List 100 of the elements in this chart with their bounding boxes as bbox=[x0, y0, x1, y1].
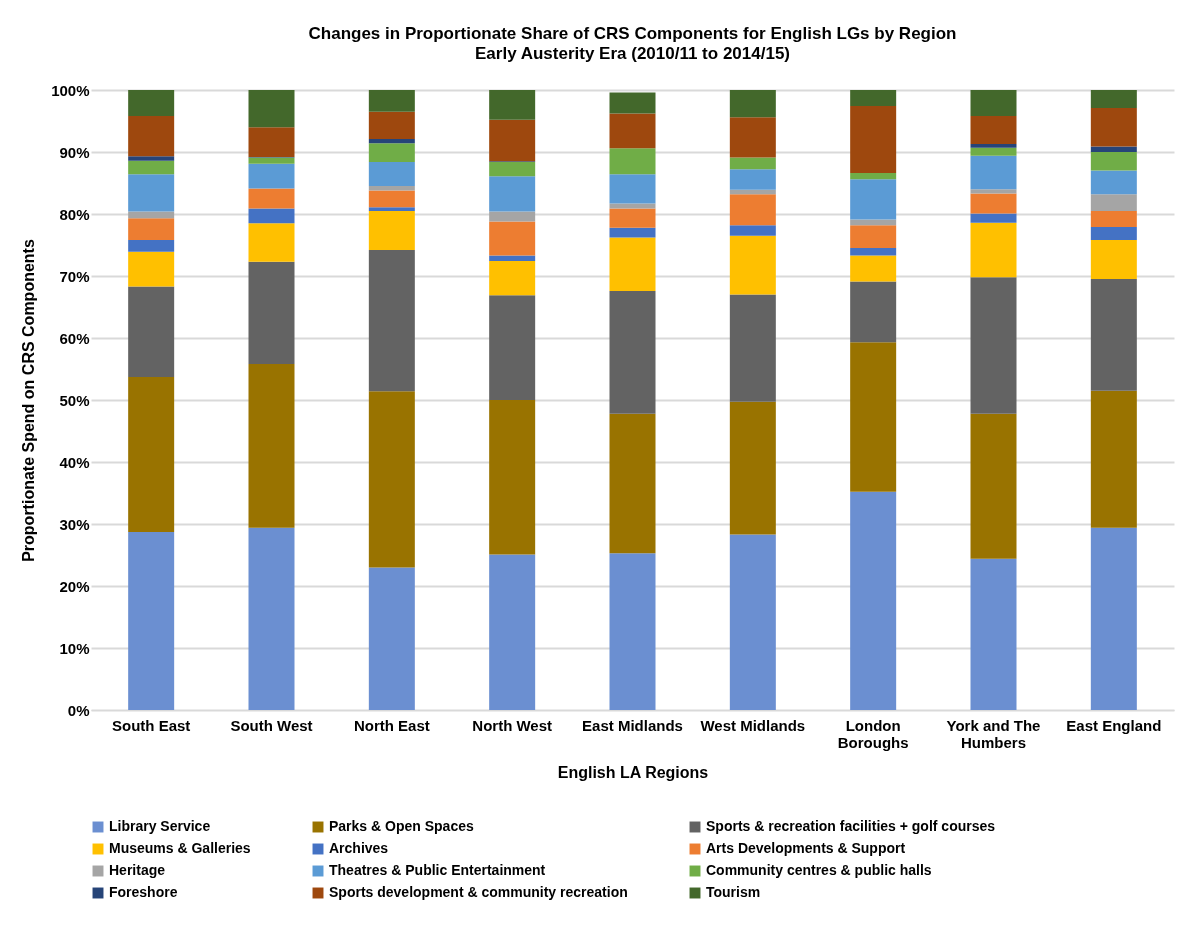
bar bbox=[489, 295, 536, 400]
y-tick-label: 60% bbox=[59, 329, 90, 347]
y-tick-label: 80% bbox=[59, 205, 90, 223]
bar bbox=[609, 208, 656, 228]
y-tick-label: 30% bbox=[59, 515, 90, 533]
bar bbox=[729, 194, 776, 226]
legend-label: Foreshore bbox=[109, 884, 178, 900]
bar bbox=[850, 342, 897, 492]
legend-label: Tourism bbox=[706, 884, 761, 900]
bar bbox=[609, 290, 656, 414]
bar bbox=[248, 127, 295, 157]
bar bbox=[1090, 146, 1137, 152]
x-tick-label: East England bbox=[1066, 716, 1162, 734]
bar bbox=[489, 176, 536, 212]
bar bbox=[729, 157, 776, 170]
bar bbox=[128, 116, 175, 157]
bar bbox=[1090, 170, 1137, 195]
bar bbox=[368, 190, 415, 208]
bar bbox=[368, 161, 415, 187]
y-tick-label: 50% bbox=[59, 391, 90, 409]
bar bbox=[1090, 194, 1137, 211]
bar bbox=[970, 189, 1017, 194]
bar bbox=[609, 174, 656, 204]
legend-label: Arts Developments & Support bbox=[706, 840, 906, 856]
bar bbox=[609, 553, 656, 710]
bar bbox=[489, 554, 536, 710]
bar bbox=[970, 90, 1017, 117]
bar bbox=[609, 413, 656, 554]
y-tick-label: 90% bbox=[59, 143, 90, 161]
bar bbox=[1090, 90, 1137, 108]
x-tick-label: North East bbox=[353, 716, 430, 734]
bar bbox=[368, 143, 415, 162]
bar bbox=[850, 106, 897, 174]
bar bbox=[850, 248, 897, 256]
bar bbox=[248, 188, 295, 209]
x-tick-label: East Midlands bbox=[582, 716, 683, 734]
bar bbox=[248, 261, 295, 365]
bar bbox=[729, 189, 776, 195]
bar bbox=[850, 281, 897, 343]
bar bbox=[850, 173, 897, 180]
bar bbox=[1090, 279, 1137, 391]
bar bbox=[970, 213, 1017, 223]
bar bbox=[368, 210, 415, 250]
bar bbox=[368, 391, 415, 568]
bar bbox=[489, 211, 536, 222]
bar bbox=[128, 156, 175, 161]
bar bbox=[970, 413, 1017, 559]
bar bbox=[1090, 107, 1137, 147]
x-tick-label: South West bbox=[230, 716, 313, 734]
bar bbox=[1090, 227, 1137, 241]
y-tick-label: 70% bbox=[59, 267, 90, 285]
bar bbox=[609, 203, 656, 209]
bar bbox=[970, 143, 1017, 148]
bar bbox=[850, 179, 897, 220]
bar bbox=[248, 208, 295, 224]
bar bbox=[248, 90, 295, 128]
bar bbox=[128, 286, 175, 378]
x-tick-label: West Midlands bbox=[700, 716, 806, 734]
legend-label: Community centres & public halls bbox=[706, 862, 932, 878]
bar bbox=[729, 117, 776, 158]
bar bbox=[729, 90, 776, 118]
bar bbox=[248, 163, 295, 189]
chart-title: Changes in Proportionate Share of CRS Components for English LGs by Region bbox=[308, 24, 957, 43]
bar bbox=[729, 534, 776, 710]
y-axis-title: Proportionate Spend on CRS Components bbox=[20, 239, 38, 562]
bar bbox=[1090, 210, 1137, 228]
bar bbox=[609, 92, 656, 114]
bar bbox=[729, 235, 776, 295]
bar bbox=[368, 90, 415, 112]
bar bbox=[970, 277, 1017, 414]
bar bbox=[489, 400, 536, 555]
bar bbox=[850, 255, 897, 282]
legend-label: Sports development & community recreation bbox=[329, 884, 628, 900]
bar bbox=[970, 147, 1017, 156]
bar bbox=[489, 119, 536, 162]
bar bbox=[128, 174, 175, 212]
bar bbox=[128, 377, 175, 533]
y-tick-label: 40% bbox=[59, 453, 90, 471]
bar bbox=[489, 221, 536, 256]
y-tick-label: 10% bbox=[59, 639, 90, 657]
legend-label: Museums & Galleries bbox=[109, 840, 251, 856]
x-tick-label: North West bbox=[472, 716, 553, 734]
bar bbox=[970, 193, 1017, 214]
bar bbox=[128, 532, 175, 710]
bar bbox=[368, 567, 415, 710]
bar bbox=[970, 116, 1017, 144]
y-tick-label: 100% bbox=[51, 81, 90, 99]
bar bbox=[970, 222, 1017, 278]
bar bbox=[1090, 390, 1137, 528]
bar bbox=[970, 558, 1017, 710]
legend-label: Heritage bbox=[109, 862, 166, 878]
bar bbox=[609, 227, 656, 238]
bar bbox=[128, 251, 175, 287]
bar bbox=[248, 364, 295, 528]
bar bbox=[729, 169, 776, 190]
y-tick-label: 0% bbox=[67, 701, 90, 719]
bar bbox=[609, 237, 656, 291]
bar bbox=[489, 261, 536, 296]
bar bbox=[368, 207, 415, 211]
bar bbox=[850, 491, 897, 710]
